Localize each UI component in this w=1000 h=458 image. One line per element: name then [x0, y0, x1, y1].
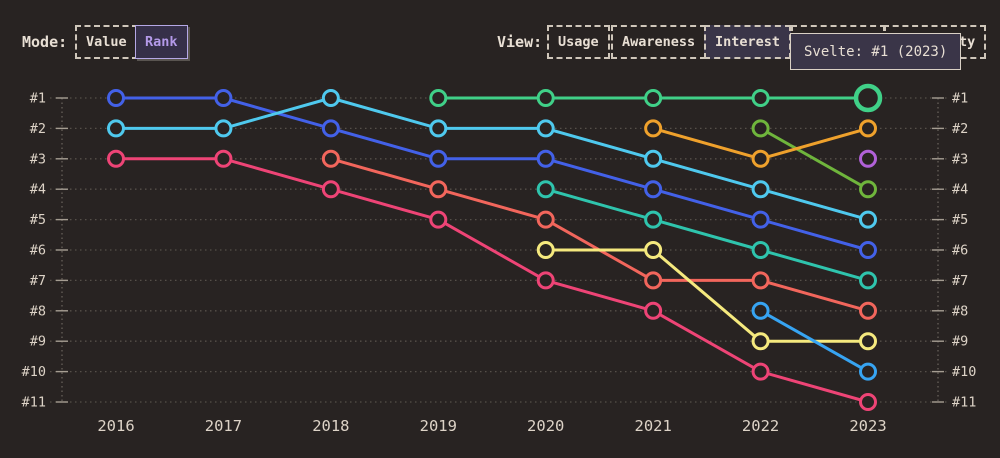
- series-line-olive: [759, 126, 870, 191]
- data-point-blue-2016[interactable]: [107, 89, 125, 107]
- data-point-yellow-2023[interactable]: [859, 332, 878, 351]
- data-point-yellow-2022[interactable]: [751, 332, 770, 351]
- data-point-salmon-2022[interactable]: [751, 271, 770, 290]
- data-point-blue-2019[interactable]: [429, 149, 448, 168]
- data-point-pink-2023[interactable]: [859, 393, 878, 411]
- data-point-Svelte-2021[interactable]: [644, 89, 663, 107]
- data-point-teal-2020[interactable]: [536, 180, 555, 199]
- data-point-blue-2018[interactable]: [321, 119, 340, 138]
- data-point-cyan-2021[interactable]: [644, 149, 663, 168]
- view-option-usage[interactable]: Usage: [547, 25, 610, 59]
- data-point-yellow-2020[interactable]: [536, 241, 555, 259]
- x-axis-label: 2019: [420, 417, 457, 435]
- data-point-salmon-2021[interactable]: [644, 271, 663, 290]
- data-point-Svelte-2020[interactable]: [536, 89, 555, 107]
- data-point-salmon-2020[interactable]: [536, 210, 555, 229]
- y-axis-label-left: #9: [30, 334, 46, 350]
- x-axis-label: 2023: [849, 417, 886, 435]
- y-axis-label-left: #7: [30, 273, 46, 289]
- data-point-pink-2021[interactable]: [644, 301, 663, 320]
- data-point-salmon-2018[interactable]: [321, 149, 340, 168]
- data-point-Svelte-2023[interactable]: [853, 83, 883, 113]
- data-point-cyan-2017[interactable]: [214, 119, 233, 138]
- x-axis-label: 2021: [634, 417, 671, 435]
- data-point-orange-2023[interactable]: [859, 119, 878, 138]
- data-point-purple-2023[interactable]: [859, 149, 878, 168]
- y-axis-label-left: #8: [30, 303, 46, 319]
- y-axis-label-left: #10: [22, 364, 46, 380]
- mode-label: Mode:: [22, 33, 68, 51]
- y-axis-label-right: #6: [952, 243, 968, 259]
- data-point-orange-2022[interactable]: [751, 149, 770, 168]
- data-point-teal-2023[interactable]: [859, 271, 878, 290]
- y-axis-label-left: #3: [30, 151, 46, 167]
- view-option-awareness[interactable]: Awareness: [611, 25, 707, 59]
- data-point-pink-2016[interactable]: [107, 149, 125, 168]
- data-point-cyan-2020[interactable]: [536, 119, 555, 138]
- y-axis-label-right: #3: [952, 151, 968, 167]
- data-point-Svelte-2022[interactable]: [751, 89, 770, 107]
- data-point-pink-2022[interactable]: [751, 362, 770, 381]
- series-line-skyblue: [759, 309, 870, 374]
- data-point-skyblue-2023[interactable]: [859, 362, 878, 381]
- mode-option-rank[interactable]: Rank: [135, 25, 188, 59]
- view-label: View:: [497, 33, 543, 51]
- x-axis-label: 2022: [742, 417, 779, 435]
- data-point-olive-2022[interactable]: [751, 119, 770, 138]
- data-point-blue-2022[interactable]: [751, 210, 770, 229]
- data-point-pink-2018[interactable]: [321, 180, 340, 199]
- data-point-salmon-2023[interactable]: [859, 301, 878, 320]
- y-axis-label-left: #1: [30, 91, 46, 107]
- chart-tooltip-text: Svelte: #1 (2023): [804, 43, 948, 60]
- data-point-pink-2019[interactable]: [429, 210, 448, 229]
- data-point-cyan-2022[interactable]: [751, 180, 770, 199]
- x-axis-label: 2020: [527, 417, 564, 435]
- y-axis-label-left: #2: [30, 121, 46, 137]
- y-axis-label-left: #6: [30, 243, 46, 259]
- series-line-blue: [114, 96, 870, 252]
- data-point-teal-2022[interactable]: [751, 241, 770, 259]
- data-point-blue-2023[interactable]: [859, 241, 878, 259]
- x-axis-label: 2017: [205, 417, 242, 435]
- y-axis-label-right: #10: [952, 364, 976, 380]
- data-point-olive-2023[interactable]: [859, 180, 878, 199]
- data-point-teal-2021[interactable]: [644, 210, 663, 229]
- y-axis-label-right: #11: [952, 395, 976, 411]
- chart-tooltip: Svelte: #1 (2023): [790, 33, 962, 70]
- data-point-blue-2021[interactable]: [644, 180, 663, 199]
- y-axis-label-right: #4: [952, 182, 968, 198]
- x-axis-label: 2016: [97, 417, 134, 435]
- y-axis-label-left: #5: [30, 212, 46, 228]
- y-axis-label-right: #1: [952, 91, 968, 107]
- data-point-blue-2017[interactable]: [214, 89, 233, 107]
- data-point-blue-2020[interactable]: [536, 149, 555, 168]
- mode-option-value[interactable]: Value: [75, 25, 138, 59]
- series-line-pink: [114, 157, 870, 404]
- data-point-cyan-2019[interactable]: [429, 119, 448, 138]
- data-point-skyblue-2022[interactable]: [751, 301, 770, 320]
- y-axis-label-right: #8: [952, 303, 968, 319]
- data-point-pink-2020[interactable]: [536, 271, 555, 290]
- data-point-pink-2017[interactable]: [214, 149, 233, 168]
- y-axis-label-right: #9: [952, 334, 968, 350]
- data-point-cyan-2023[interactable]: [859, 210, 878, 229]
- y-axis-label-right: #2: [952, 121, 968, 137]
- x-axis-label: 2018: [312, 417, 349, 435]
- series-line-salmon: [329, 157, 870, 313]
- data-point-orange-2021[interactable]: [644, 119, 663, 138]
- y-axis-label-right: #7: [952, 273, 968, 289]
- y-axis-label-left: #4: [30, 182, 46, 198]
- y-axis-label-left: #11: [22, 395, 46, 411]
- data-point-cyan-2018[interactable]: [321, 89, 340, 107]
- data-point-salmon-2019[interactable]: [429, 180, 448, 199]
- view-option-interest[interactable]: Interest: [704, 25, 792, 59]
- data-point-Svelte-2019[interactable]: [429, 89, 448, 107]
- series-line-teal: [544, 187, 870, 282]
- y-axis-label-right: #5: [952, 212, 968, 228]
- data-point-cyan-2016[interactable]: [107, 119, 125, 138]
- data-point-yellow-2021[interactable]: [644, 241, 663, 259]
- series-line-cyan: [114, 96, 870, 222]
